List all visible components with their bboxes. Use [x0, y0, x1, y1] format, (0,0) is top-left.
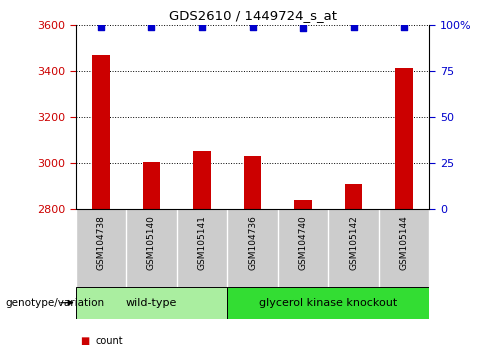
Text: GSM104740: GSM104740: [299, 215, 307, 270]
Bar: [227, 287, 429, 319]
Point: [299, 25, 307, 31]
Text: ■: ■: [81, 336, 90, 346]
Text: GSM105141: GSM105141: [198, 215, 206, 270]
Text: GSM105144: GSM105144: [400, 215, 408, 270]
Bar: [395, 69, 413, 209]
Bar: [193, 152, 211, 209]
Bar: [92, 55, 110, 209]
Title: GDS2610 / 1449724_s_at: GDS2610 / 1449724_s_at: [168, 9, 337, 22]
Bar: [345, 183, 363, 209]
Point: [249, 24, 257, 29]
Point: [400, 24, 408, 29]
Text: wild-type: wild-type: [126, 298, 177, 308]
Bar: [76, 287, 227, 319]
Text: count: count: [95, 336, 123, 346]
Point: [198, 24, 206, 29]
Bar: [294, 200, 312, 209]
Point: [350, 24, 358, 29]
Text: genotype/variation: genotype/variation: [5, 298, 104, 308]
Text: GSM105140: GSM105140: [147, 215, 156, 270]
Text: GSM104738: GSM104738: [97, 215, 105, 270]
Point: [97, 24, 105, 29]
Text: GSM105142: GSM105142: [349, 215, 358, 270]
Bar: [244, 156, 262, 209]
Text: GSM104736: GSM104736: [248, 215, 257, 270]
Point: [147, 24, 155, 29]
Text: glycerol kinase knockout: glycerol kinase knockout: [259, 298, 398, 308]
Bar: [142, 162, 160, 209]
